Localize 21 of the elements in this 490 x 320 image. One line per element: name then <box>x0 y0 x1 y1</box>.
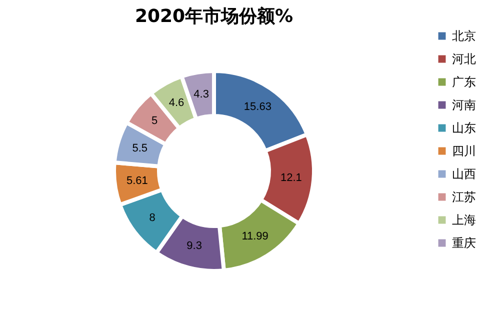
legend-label: 四川 <box>452 144 476 158</box>
legend-label: 山东 <box>452 121 476 135</box>
data-label: 5.61 <box>126 175 148 188</box>
data-label: 11.99 <box>242 230 268 243</box>
legend-label: 北京 <box>452 29 476 43</box>
legend-label: 重庆 <box>452 236 476 250</box>
legend-label: 河北 <box>452 52 476 66</box>
data-label: 9.3 <box>186 240 202 252</box>
data-label: 4.6 <box>168 97 184 110</box>
legend-label: 山西 <box>452 167 476 181</box>
legend-label: 上海 <box>452 213 476 227</box>
chart-title: 2020年市场份额% <box>134 6 294 27</box>
data-label: 8 <box>149 212 156 224</box>
legend-label: 河南 <box>452 98 476 112</box>
data-label: 4.3 <box>194 88 209 101</box>
data-label: 15.63 <box>244 100 272 113</box>
data-label: 5 <box>152 115 158 128</box>
data-label: 12.1 <box>280 172 302 184</box>
legend-label: 广东 <box>452 75 476 89</box>
data-label: 5.5 <box>132 142 148 154</box>
legend-label: 江苏 <box>452 190 476 204</box>
